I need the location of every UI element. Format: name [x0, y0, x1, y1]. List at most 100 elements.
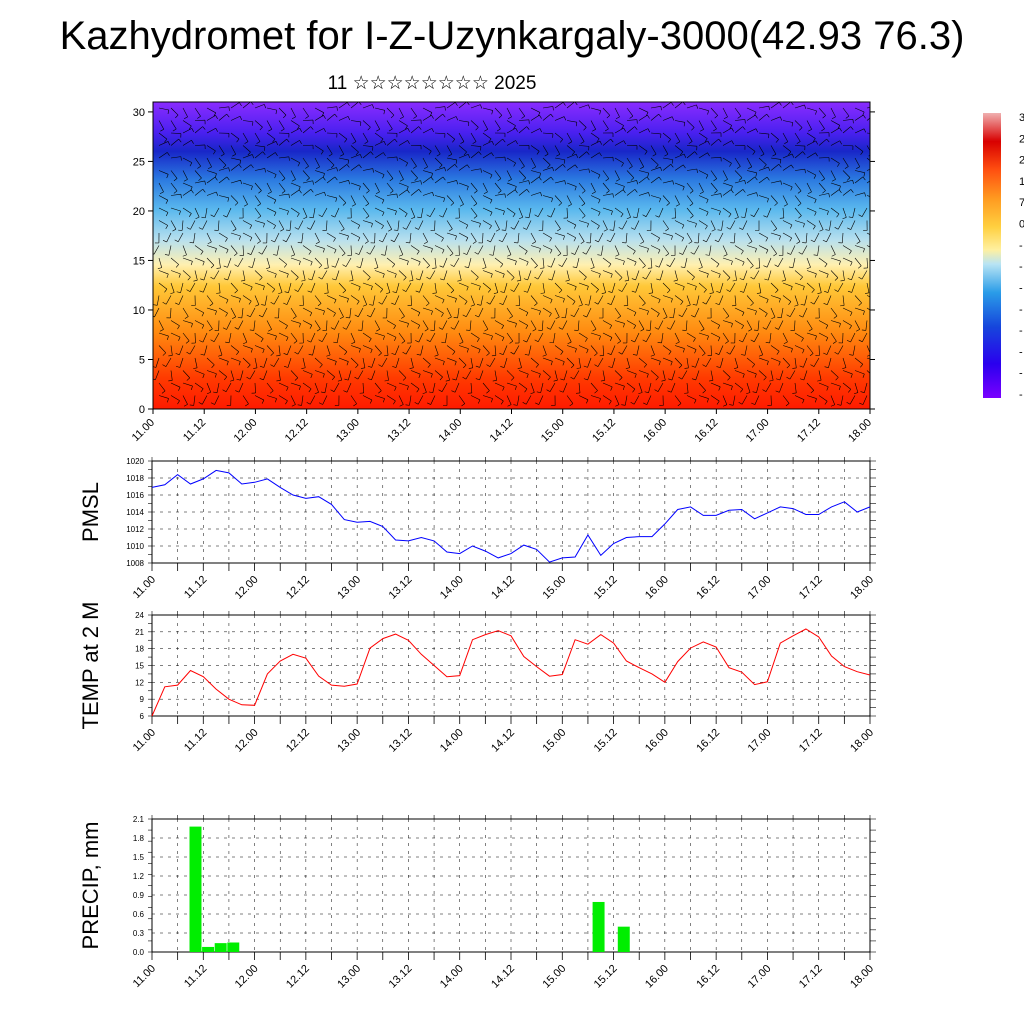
- wind-barb-flag: [766, 361, 769, 366]
- wind-barb-flag: [423, 166, 428, 169]
- wind-barb-flag: [178, 387, 181, 391]
- wind-barb: [818, 107, 826, 116]
- wind-barb: [794, 282, 805, 287]
- wind-barb: [794, 104, 805, 109]
- wind-barb: [434, 157, 443, 166]
- wind-barb: [674, 182, 685, 187]
- wind-barb: [206, 176, 216, 184]
- wind-barb: [746, 257, 754, 266]
- wind-barb: [686, 145, 697, 147]
- wind-barb: [254, 232, 261, 242]
- wind-barb: [614, 120, 624, 126]
- wind-barb: [614, 189, 624, 196]
- wind-barb: [226, 207, 232, 218]
- wind-barb: [182, 128, 193, 134]
- wind-barb-flag: [320, 150, 324, 155]
- wind-barb: [314, 245, 325, 249]
- wind-barb: [309, 395, 316, 405]
- wind-barb-flag: [378, 390, 382, 394]
- wind-barb: [287, 345, 292, 355]
- wind-barb-flag: [736, 166, 741, 169]
- wind-barb: [674, 195, 680, 205]
- wind-barb-flag: [773, 253, 777, 257]
- wind-barb-flag: [776, 351, 780, 355]
- wind-barb: [518, 157, 525, 167]
- wind-barb-flag: [475, 365, 480, 368]
- wind-barb-flag: [502, 138, 506, 143]
- wind-barb: [842, 270, 845, 281]
- wind-barb-flag: [417, 216, 422, 219]
- wind-barb-flag: [348, 180, 350, 185]
- wind-barb: [650, 166, 661, 171]
- wind-barb: [578, 132, 585, 142]
- wind-barb: [722, 245, 728, 255]
- x-tick-label: 14.00: [438, 574, 466, 602]
- wind-barb-flag: [249, 237, 253, 242]
- wind-barb: [264, 295, 268, 306]
- wind-barb-flag: [839, 127, 842, 132]
- wind-barb: [734, 157, 741, 167]
- wind-barb-flag: [264, 104, 267, 109]
- wind-barb-flag: [272, 138, 276, 143]
- wind-barb-flag: [599, 152, 602, 157]
- wind-barb: [650, 132, 661, 135]
- wind-barb: [770, 220, 778, 229]
- wind-barb: [494, 382, 505, 388]
- wind-barb: [206, 370, 217, 375]
- wind-barb-flag: [448, 228, 453, 232]
- wind-barb: [338, 245, 346, 254]
- x-tick-label: 18.00: [848, 727, 876, 755]
- wind-barb-flag: [609, 337, 613, 342]
- wind-barb-flag: [559, 390, 564, 393]
- wind-barb-flag: [344, 138, 348, 143]
- wind-barb: [638, 192, 649, 196]
- wind-barb: [312, 345, 316, 356]
- wind-barb-flag: [758, 354, 763, 357]
- wind-barb: [394, 295, 400, 305]
- wind-barb: [374, 345, 382, 354]
- wind-barb-flag: [773, 228, 777, 232]
- wind-barb-flag: [406, 386, 409, 391]
- wind-barb-flag: [393, 325, 396, 330]
- wind-barb: [710, 332, 721, 338]
- wind-barb: [806, 182, 812, 193]
- wind-barb-flag: [509, 340, 513, 344]
- wind-barb-flag: [294, 377, 299, 381]
- wind-barb-flag: [873, 314, 875, 317]
- wind-barb: [789, 307, 796, 317]
- wind-barb: [422, 128, 433, 134]
- wind-barb-flag: [860, 364, 864, 368]
- wind-barb: [864, 382, 868, 393]
- wind-barb-flag: [455, 116, 459, 121]
- wind-barb: [626, 270, 630, 281]
- precip-bar: [202, 946, 215, 952]
- wind-barb: [530, 245, 541, 249]
- wind-barb-flag: [290, 254, 295, 257]
- wind-barb-flag: [164, 288, 168, 293]
- wind-barb: [602, 370, 606, 381]
- wind-barb-flag: [690, 252, 695, 255]
- wind-barb-flag: [783, 341, 788, 344]
- wind-barb-flag: [701, 353, 706, 357]
- wind-barb: [698, 270, 709, 275]
- wind-barb: [442, 320, 448, 330]
- wind-barb-flag: [484, 328, 489, 332]
- wind-barb: [550, 257, 556, 268]
- wind-barb-flag: [748, 328, 752, 332]
- wind-barb-flag: [615, 404, 620, 407]
- wind-barb-flag: [584, 304, 589, 306]
- wind-barb-flag: [726, 277, 731, 281]
- wind-barb: [734, 170, 743, 178]
- wind-barb-flag: [172, 228, 177, 232]
- wind-barb: [578, 382, 581, 393]
- wind-barb: [526, 332, 532, 343]
- wind-barb-flag: [656, 313, 660, 317]
- wind-barb-flag: [876, 167, 877, 171]
- wind-barb-flag: [825, 325, 829, 329]
- wind-barb: [842, 126, 851, 134]
- wind-barb-flag: [689, 203, 694, 207]
- wind-barb: [326, 345, 331, 356]
- wind-barb: [301, 232, 304, 243]
- wind-barb: [782, 345, 793, 349]
- wind-barb: [386, 282, 391, 293]
